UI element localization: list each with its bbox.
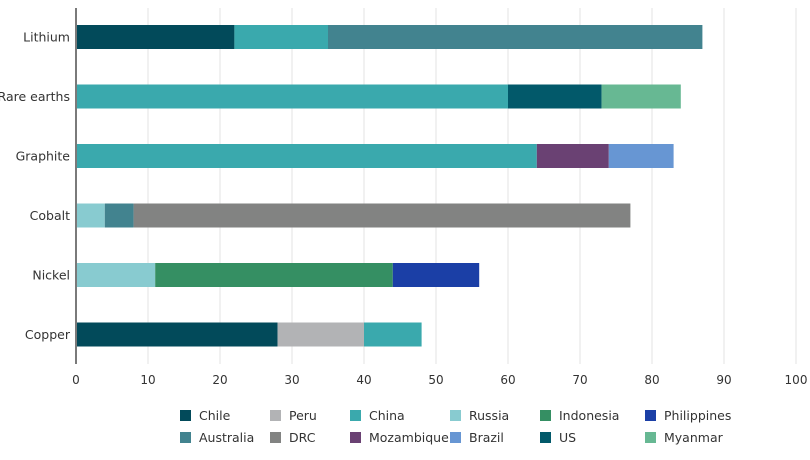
legend-label: Philippines: [664, 407, 732, 423]
bar-segment-china: [76, 84, 508, 109]
legend-swatch: [270, 409, 281, 421]
x-tick-label: 10: [140, 373, 155, 387]
legend-swatch: [180, 409, 191, 421]
bar-segment-brazil: [608, 144, 674, 168]
x-tick-label: 50: [428, 373, 443, 387]
x-tick-label: 70: [572, 373, 587, 387]
bar-segment-australia: [104, 203, 134, 228]
bar-segment-indonesia: [155, 263, 393, 287]
legend-label: Peru: [289, 407, 317, 423]
legend-swatch: [180, 431, 191, 443]
legend: Chile Peru China Russia Indonesia Philippines…: [180, 404, 740, 448]
legend-swatch: [540, 431, 551, 443]
x-tick-label: 90: [716, 373, 731, 387]
category-label: Lithium: [23, 30, 70, 45]
legend-label: DRC: [289, 429, 316, 445]
category-label: Graphite: [16, 149, 71, 164]
bar-segment-china: [364, 322, 422, 347]
legend-item-mozambique[interactable]: Mozambique: [350, 430, 450, 445]
legend-swatch: [645, 431, 656, 443]
legend-item-philippines[interactable]: Philippines: [645, 408, 740, 423]
bar-segment-china: [234, 25, 328, 49]
legend-label: Russia: [469, 407, 510, 423]
legend-label: Australia: [199, 429, 255, 445]
x-tick-label: 30: [284, 373, 299, 387]
legend-row: Australia DRC Mozambique Brazil US Myanmar: [180, 426, 740, 448]
legend-item-brazil[interactable]: Brazil: [450, 430, 540, 445]
bar-cobalt: [76, 203, 631, 228]
legend-label: China: [369, 407, 405, 423]
legend-item-australia[interactable]: Australia: [180, 430, 270, 445]
legend-swatch: [450, 431, 461, 443]
legend-item-us[interactable]: US: [540, 430, 645, 445]
legend-item-russia[interactable]: Russia: [450, 408, 540, 423]
bar-nickel: [76, 263, 480, 287]
bar-segment-myanmar: [601, 84, 681, 109]
stacked-bar-chart: Lithium Rare earths Graphite Cobalt Nickel Co…: [0, 8, 807, 387]
legend-swatch: [450, 409, 461, 421]
x-tick-label: 80: [644, 373, 659, 387]
legend-label: Indonesia: [559, 407, 620, 423]
bar-segment-russia: [76, 263, 156, 287]
category-label: Rare earths: [0, 89, 70, 104]
legend-item-myanmar[interactable]: Myanmar: [645, 430, 740, 445]
category-labels: Lithium Rare earths Graphite Cobalt Nickel Co…: [0, 30, 71, 343]
bar-segment-us: [508, 84, 602, 109]
legend-row: Chile Peru China Russia Indonesia Philippines: [180, 404, 740, 426]
legend-swatch: [270, 431, 281, 443]
bar-segment-russia: [76, 203, 105, 228]
legend-item-drc[interactable]: DRC: [270, 430, 350, 445]
bars: [76, 25, 703, 347]
legend-item-peru[interactable]: Peru: [270, 408, 350, 423]
bar-segment-mozambique: [536, 144, 609, 168]
legend-swatch: [350, 409, 361, 421]
bar-segment-chile: [76, 25, 235, 49]
bar-segment-china: [76, 144, 537, 168]
bar-segment-drc: [133, 203, 631, 228]
x-tick-labels: 0 10 20 30 40 50 60 70 80 90 100: [72, 373, 807, 387]
legend-item-chile[interactable]: Chile: [180, 408, 270, 423]
bar-segment-australia: [328, 25, 703, 49]
legend-item-china[interactable]: China: [350, 408, 450, 423]
x-tick-label: 0: [72, 373, 80, 387]
bar-graphite: [76, 144, 674, 168]
category-label: Cobalt: [30, 208, 70, 223]
x-tick-label: 60: [500, 373, 515, 387]
bar-segment-chile: [76, 322, 278, 347]
bar-rare-earths: [76, 84, 681, 109]
x-tick-label: 40: [356, 373, 371, 387]
legend-swatch: [540, 409, 551, 421]
legend-swatch: [350, 431, 361, 443]
legend-label: Chile: [199, 407, 231, 423]
legend-label: Myanmar: [664, 429, 723, 445]
legend-label: US: [559, 429, 577, 445]
legend-item-indonesia[interactable]: Indonesia: [540, 408, 645, 423]
legend-label: Mozambique: [369, 429, 449, 445]
bar-segment-philippines: [392, 263, 480, 287]
bar-lithium: [76, 25, 703, 49]
x-tick-label: 20: [212, 373, 227, 387]
gridlines: [147, 8, 797, 364]
bar-segment-peru: [277, 322, 364, 347]
x-tick-label: 100: [785, 373, 808, 387]
legend-swatch: [645, 409, 656, 421]
category-label: Copper: [25, 327, 71, 342]
bar-copper: [76, 322, 422, 347]
category-label: Nickel: [32, 268, 70, 283]
legend-label: Brazil: [469, 429, 504, 445]
